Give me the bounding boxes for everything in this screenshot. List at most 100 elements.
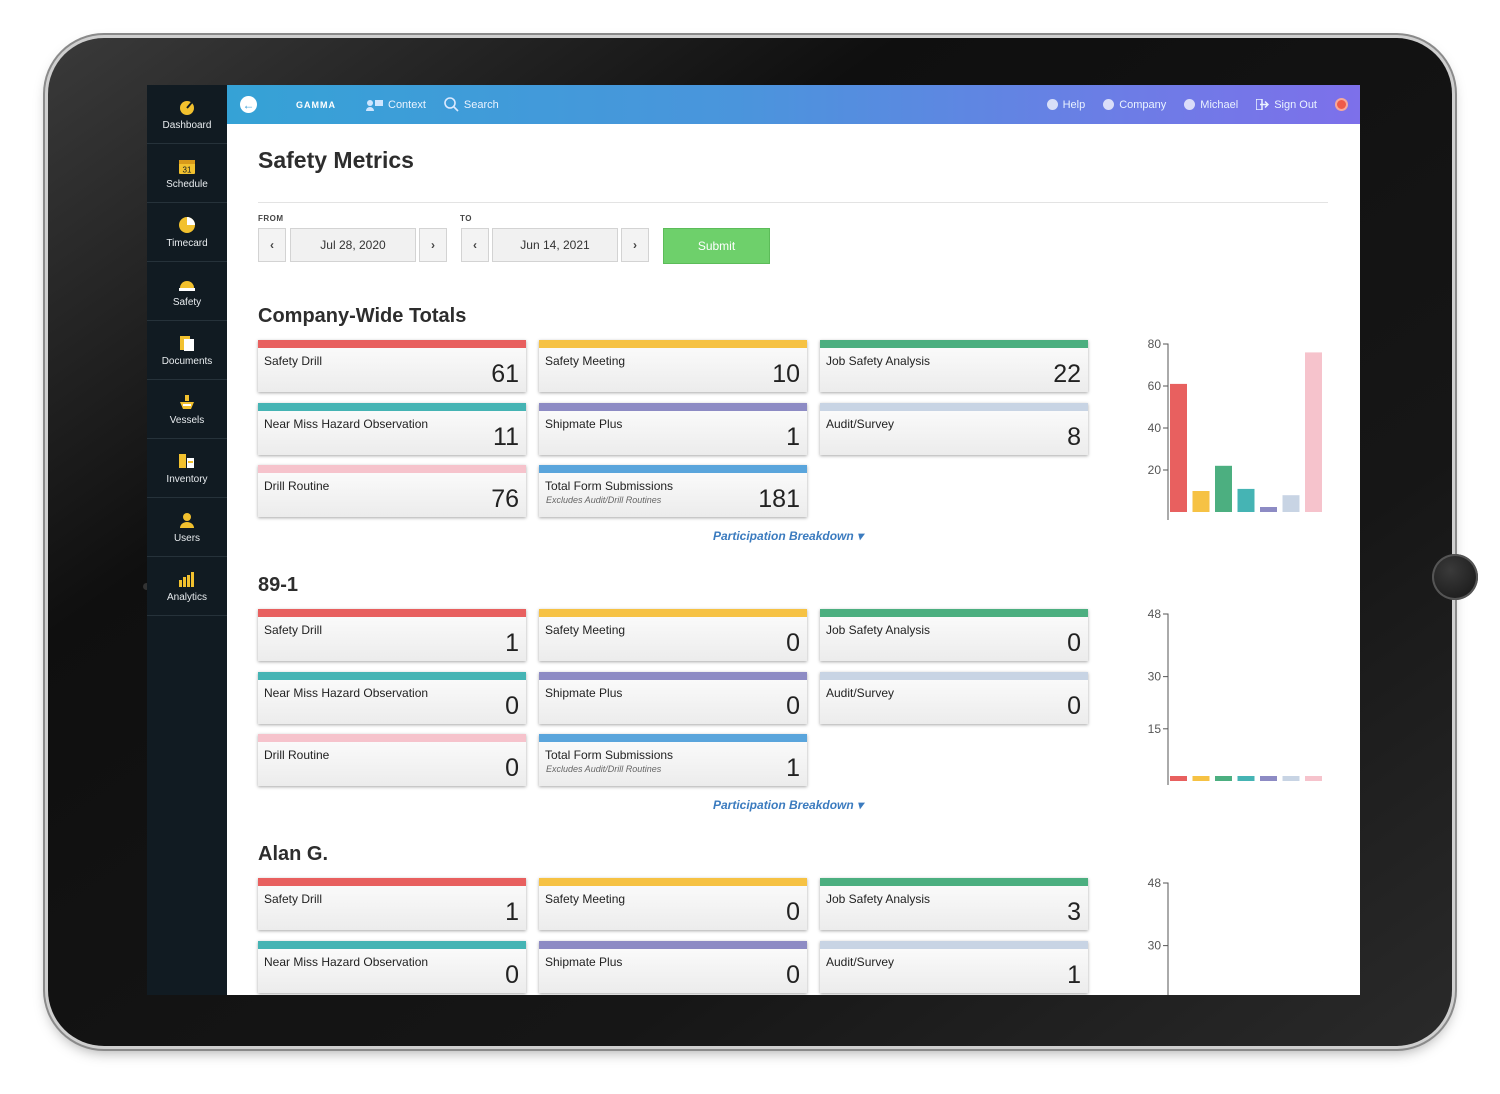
metric-card-shipmate-plus: Shipmate Plus 0 [539, 672, 807, 724]
bar-chart-89-1: 15 30 48 [1148, 607, 1322, 785]
card-label: Near Miss Hazard Observation [264, 955, 429, 969]
metric-card-safety-drill: Safety Drill 61 [258, 340, 526, 392]
metric-card-near-miss: Near Miss Hazard Observation 0 [258, 941, 526, 993]
breakdown-label: Participation Breakdown [713, 798, 854, 812]
user-icon [177, 510, 197, 530]
sidebar-item-label: Schedule [166, 179, 208, 190]
to-date-field[interactable]: Jun 14, 2021 [492, 228, 618, 262]
sidebar-item-timecard[interactable]: Timecard [147, 203, 227, 262]
help-label: Help [1062, 98, 1086, 111]
chevron-right-icon: › [633, 238, 637, 252]
bar [1215, 465, 1232, 512]
user-link[interactable]: Michael [1184, 99, 1238, 111]
section-title: Alan G. [258, 843, 329, 865]
y-tick-label: 80 [1148, 337, 1162, 351]
sidebar-item-dashboard[interactable]: Dashboard [147, 85, 227, 144]
chevron-right-icon: › [431, 238, 435, 252]
chevron-left-icon: ‹ [270, 238, 274, 252]
context-link[interactable]: Context [366, 99, 426, 111]
sign-out-icon [1256, 99, 1270, 110]
card-value: 0 [505, 961, 519, 989]
sidebar-item-safety[interactable]: Safety [147, 262, 227, 321]
participation-breakdown-toggle[interactable]: Participation Breakdown ▾ [713, 798, 863, 812]
metric-card-audit-survey: Audit/Survey 8 [820, 403, 1088, 455]
sidebar-item-label: Timecard [166, 238, 208, 249]
search-link[interactable]: Search [444, 97, 499, 112]
to-next-button[interactable]: › [621, 228, 649, 262]
section-title: 89-1 [258, 574, 299, 596]
sidebar-item-label: Users [173, 533, 201, 544]
card-label: Shipmate Plus [545, 686, 623, 700]
card-value: 1 [786, 423, 800, 451]
card-label: Drill Routine [264, 748, 330, 762]
help-icon [1046, 99, 1058, 110]
card-label: Safety Meeting [545, 354, 626, 368]
card-label: Safety Meeting [545, 623, 626, 637]
sidebar-item-schedule[interactable]: 31 Schedule [147, 144, 227, 203]
card-label: Job Safety Analysis [826, 892, 931, 906]
sidebar-item-users[interactable]: Users [147, 498, 227, 557]
metric-card-shipmate-plus: Shipmate Plus 0 [539, 941, 807, 993]
search-icon [444, 97, 459, 112]
company-link[interactable]: Company [1103, 99, 1166, 111]
sidebar-item-documents[interactable]: Documents [147, 321, 227, 380]
title-divider [258, 202, 1328, 203]
sidebar-item-analytics[interactable]: Analytics [147, 557, 227, 616]
y-tick-label: 30 [1148, 670, 1162, 684]
camera [143, 583, 150, 590]
to-prev-button[interactable]: ‹ [461, 228, 489, 262]
search-label: Search [463, 98, 499, 111]
card-value: 22 [1053, 360, 1081, 388]
from-next-button[interactable]: › [419, 228, 447, 262]
documents-icon [177, 333, 197, 353]
sign-out-link[interactable]: Sign Out [1256, 99, 1317, 111]
metric-card-job-safety-analysis: Job Safety Analysis 3 [820, 878, 1088, 930]
help-link[interactable]: Help [1046, 98, 1086, 111]
bar [1237, 776, 1255, 781]
from-date-field[interactable]: Jul 28, 2020 [290, 228, 416, 262]
card-value: 11 [493, 423, 519, 451]
bar [1237, 488, 1255, 512]
card-label: Safety Meeting [545, 892, 626, 906]
metric-card-total-submissions: Total Form Submissions Excludes Audit/Dr… [539, 465, 807, 517]
bar [1282, 495, 1300, 512]
card-label: Audit/Survey [826, 417, 895, 431]
card-subtitle: Excludes Audit/Drill Routines [546, 764, 662, 774]
calendar-icon: 31 [177, 156, 197, 176]
inventory-icon [177, 451, 197, 471]
card-value: 0 [1067, 692, 1081, 720]
sidebar-item-label: Vessels [169, 415, 205, 426]
card-value: 0 [505, 754, 519, 782]
user-avatar-icon [1184, 99, 1196, 110]
app-screen: Dashboard 31 Schedule Timecard Safety Do… [147, 85, 1360, 995]
bar [1260, 507, 1277, 512]
home-button[interactable] [1432, 554, 1478, 600]
brand-name: GAMMA [296, 99, 336, 110]
participation-breakdown-toggle[interactable]: Participation Breakdown ▾ [713, 529, 863, 543]
sidebar-item-vessels[interactable]: Vessels [147, 380, 227, 439]
page-title: Safety Metrics [258, 147, 414, 173]
sidebar-item-label: Dashboard [162, 120, 212, 131]
y-axis [1163, 882, 1169, 995]
metric-card-safety-meeting: Safety Meeting 10 [539, 340, 807, 392]
caret-down-icon: ▾ [857, 529, 864, 543]
bar [1305, 776, 1322, 781]
section-title: Company-Wide Totals [258, 305, 467, 327]
to-label: TO [460, 214, 472, 223]
card-value: 0 [786, 961, 800, 989]
from-prev-button[interactable]: ‹ [258, 228, 286, 262]
card-value: 8 [1067, 423, 1081, 451]
card-value: 1 [505, 898, 519, 926]
calendar-day: 31 [183, 166, 192, 175]
bar [1215, 776, 1232, 781]
submit-button[interactable]: Submit [663, 228, 770, 264]
sidebar-item-inventory[interactable]: Inventory [147, 439, 227, 498]
bar [1305, 352, 1322, 512]
bar-chart-company-totals: 20 40 60 80 [1148, 337, 1322, 520]
back-button[interactable]: ← [240, 96, 257, 113]
caret-down-icon: ▾ [857, 798, 864, 812]
analytics-icon [177, 569, 197, 589]
card-value: 1 [505, 629, 519, 657]
clock-icon [177, 215, 197, 235]
bar [1170, 383, 1187, 512]
